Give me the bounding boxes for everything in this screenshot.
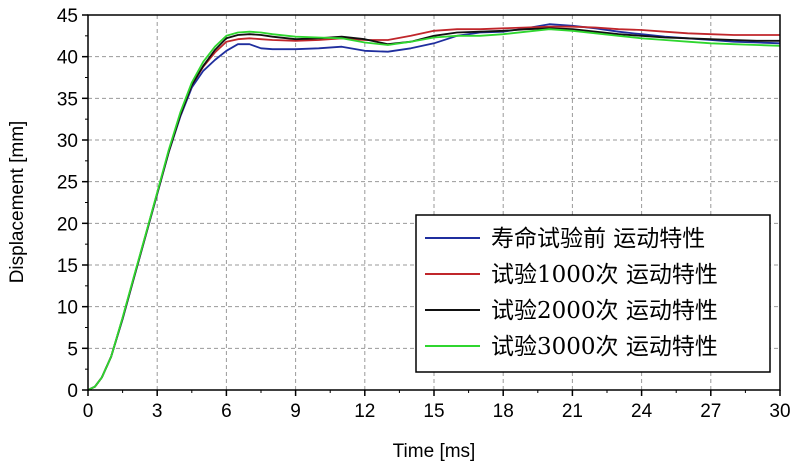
- y-axis-label: Displacement [mm]: [7, 121, 28, 284]
- x-tick-label: 30: [769, 401, 790, 422]
- legend-label-3: 试验2000次 运动特性: [491, 298, 718, 324]
- x-tick-label: 12: [354, 401, 375, 422]
- x-tick-label: 0: [83, 401, 94, 422]
- x-tick-label: 24: [631, 401, 653, 422]
- legend-label-2: 试验1000次 运动特性: [491, 262, 718, 288]
- y-tick-label: 35: [57, 89, 78, 110]
- y-tick-label: 40: [57, 48, 78, 69]
- y-tick-label: 25: [57, 173, 78, 194]
- series-lines: [87, 23, 781, 391]
- axis-ticks: [82, 14, 781, 396]
- y-tick-label: 10: [57, 298, 78, 319]
- legend-label-1: 寿命试验前 运动特性: [491, 226, 705, 252]
- x-axis-label: Time [ms]: [393, 441, 476, 462]
- x-tick-label: 3: [152, 401, 163, 422]
- x-tick-label: 27: [700, 401, 721, 422]
- x-tick-label: 21: [562, 401, 583, 422]
- x-tick-label: 9: [290, 401, 301, 422]
- y-tick-label: 5: [67, 339, 78, 360]
- tick-labels: 0 3 6 9 12 15 18 21 24 27 30 0 5 10 15 20 25 30 35 40 45: [57, 6, 791, 422]
- series-line-4: [87, 28, 781, 391]
- y-tick-label: 20: [57, 214, 78, 235]
- legend-label-4: 试验3000次 运动特性: [491, 334, 718, 360]
- x-tick-label: 15: [423, 401, 444, 422]
- x-tick-label: 6: [221, 401, 232, 422]
- y-tick-label: 45: [57, 6, 78, 27]
- y-tick-label: 15: [57, 256, 78, 277]
- y-tick-label: 30: [57, 131, 78, 152]
- y-tick-label: 0: [67, 381, 78, 402]
- x-tick-label: 18: [493, 401, 514, 422]
